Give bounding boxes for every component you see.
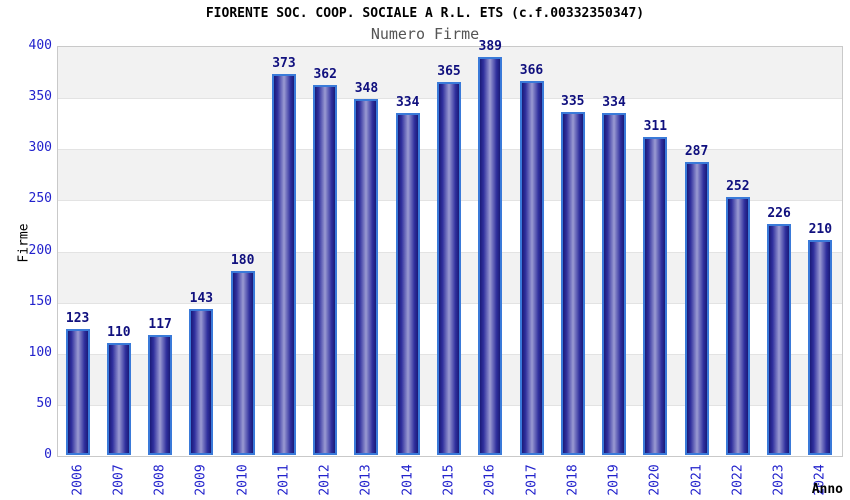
- bar: [189, 308, 214, 455]
- x-tick-label: 2009: [193, 464, 209, 496]
- x-tick-label: 2020: [647, 464, 663, 496]
- bar: [725, 197, 750, 455]
- x-tick-label: 2023: [771, 464, 787, 496]
- bar-value-label: 210: [808, 222, 833, 238]
- bar: [602, 113, 627, 455]
- x-tick-label: 2014: [400, 464, 416, 496]
- bar: [767, 223, 792, 455]
- y-tick-label: 200: [28, 242, 52, 258]
- bar: [643, 137, 668, 455]
- bar: [395, 113, 420, 455]
- x-tick-label: 2006: [70, 464, 86, 496]
- bar-value-label: 334: [395, 95, 420, 111]
- bar-value-label: 226: [767, 205, 791, 221]
- x-tick-label: 2017: [524, 464, 540, 496]
- bar: [519, 80, 544, 455]
- bar-value-label: 180: [230, 252, 255, 268]
- bar-value-label: 348: [354, 81, 379, 97]
- x-tick-label: 2016: [482, 464, 498, 496]
- bar-value-label: 123: [65, 311, 90, 327]
- y-tick-label: 400: [28, 38, 52, 53]
- y-tick-label: 150: [28, 293, 52, 309]
- bar: [560, 112, 585, 455]
- bar-value-label: 389: [478, 39, 502, 55]
- x-axis-title: Anno: [811, 482, 843, 497]
- x-tick-label: 2013: [358, 464, 374, 496]
- x-tick-label: 2019: [606, 464, 622, 496]
- bar: [148, 335, 173, 455]
- x-tick-label: 2012: [317, 464, 333, 496]
- y-tick-label: 350: [28, 89, 52, 105]
- bar-value-label: 362: [313, 66, 337, 82]
- y-tick-label: 100: [28, 344, 52, 360]
- bar-value-label: 143: [189, 290, 214, 306]
- bar: [684, 161, 709, 455]
- y-axis-title: Firme: [16, 223, 32, 263]
- bar-value-label: 110: [107, 324, 131, 340]
- chart-subtitle: Numero Firme: [370, 25, 480, 43]
- x-tick-label: 2015: [441, 464, 457, 496]
- bar-value-label: 335: [561, 94, 585, 110]
- y-tick-label: 250: [28, 191, 52, 207]
- bar: [478, 57, 503, 455]
- bar: [271, 73, 296, 455]
- bar: [106, 342, 131, 455]
- bar: [354, 99, 379, 455]
- bar: [808, 240, 833, 455]
- bar-value-label: 311: [643, 119, 668, 134]
- y-tick-label: 0: [44, 447, 52, 462]
- x-tick-label: 2011: [276, 464, 292, 496]
- bar-value-label: 373: [272, 55, 296, 71]
- chart-title: FIORENTE SOC. COOP. SOCIALE A R.L. ETS (…: [205, 6, 645, 21]
- bar-value-label: 366: [519, 62, 544, 78]
- bar-value-label: 365: [437, 63, 461, 79]
- bar-value-label: 117: [148, 317, 172, 333]
- bar: [65, 329, 90, 455]
- x-tick-label: 2018: [565, 464, 581, 496]
- bar-value-label: 252: [726, 179, 750, 195]
- bar-value-label: 287: [684, 143, 709, 159]
- bar: [230, 270, 255, 455]
- x-tick-label: 2007: [111, 464, 127, 496]
- bar: [313, 84, 338, 455]
- x-tick-label: 2010: [235, 464, 251, 496]
- x-tick-label: 2021: [689, 464, 705, 496]
- bar-value-label: 334: [602, 95, 626, 111]
- y-tick-label: 300: [28, 140, 52, 156]
- bar: [437, 81, 461, 455]
- y-tick-label: 50: [36, 395, 52, 411]
- x-tick-label: 2008: [152, 464, 168, 496]
- x-tick-label: 2022: [730, 464, 746, 496]
